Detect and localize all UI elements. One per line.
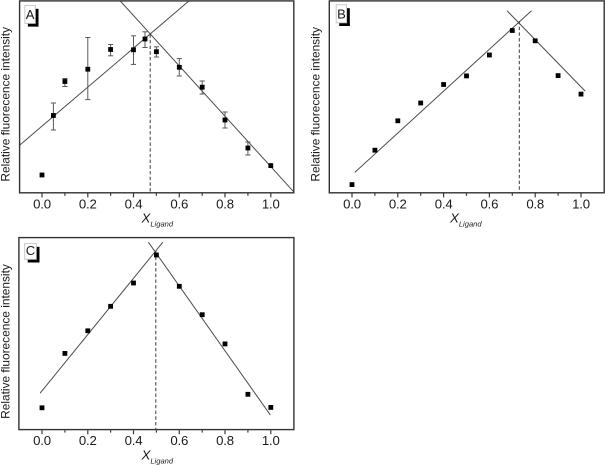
svg-text:C: C (26, 243, 35, 258)
svg-text:0.6: 0.6 (481, 196, 499, 211)
svg-text:A: A (26, 7, 35, 22)
svg-text:Relative fluorecence intensity: Relative fluorecence intensity (0, 264, 13, 419)
svg-text:B: B (337, 7, 346, 22)
svg-text:1.0: 1.0 (262, 196, 280, 211)
svg-text:0.8: 0.8 (216, 433, 234, 448)
svg-text:0.2: 0.2 (79, 196, 97, 211)
svg-text:Relative fluorecence intensity: Relative fluorecence intensity (0, 27, 13, 182)
svg-text:0.6: 0.6 (170, 196, 188, 211)
svg-text:Relative fluorecence intensity: Relative fluorecence intensity (309, 27, 323, 182)
svg-text:1.0: 1.0 (572, 196, 590, 211)
svg-text:0.4: 0.4 (435, 196, 453, 211)
svg-text:1.0: 1.0 (262, 433, 280, 448)
svg-text:0.4: 0.4 (125, 196, 143, 211)
svg-text:0.0: 0.0 (33, 433, 51, 448)
svg-text:0.2: 0.2 (79, 433, 97, 448)
svg-text:0.0: 0.0 (343, 196, 361, 211)
svg-text:0.8: 0.8 (526, 196, 544, 211)
svg-text:0.8: 0.8 (216, 196, 234, 211)
svg-text:0.0: 0.0 (33, 196, 51, 211)
svg-text:0.6: 0.6 (170, 433, 188, 448)
svg-text:0.4: 0.4 (125, 433, 143, 448)
svg-text:0.2: 0.2 (389, 196, 407, 211)
